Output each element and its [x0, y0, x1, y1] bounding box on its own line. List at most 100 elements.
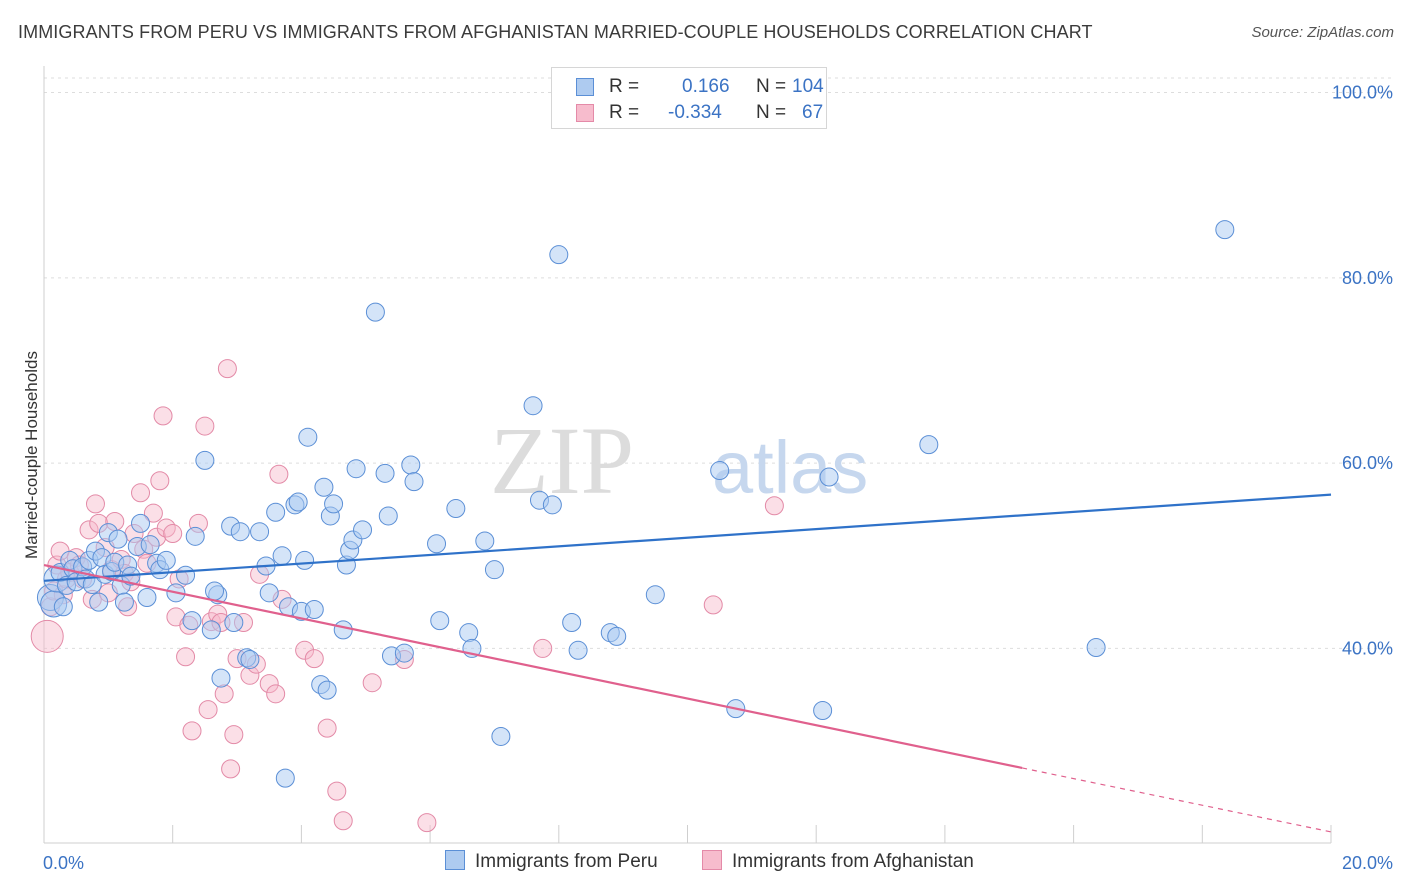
peru-point — [201, 620, 221, 640]
peru-point — [813, 701, 833, 721]
afghanistan-point — [217, 359, 237, 379]
peru-point — [710, 461, 730, 481]
bottom-legend-afghanistan: Immigrants from Afghanistan — [702, 850, 974, 873]
afghanistan-point — [266, 684, 286, 704]
peru-legend-swatch — [445, 850, 465, 870]
afghanistan-point — [703, 595, 723, 615]
peru-point — [1086, 638, 1106, 658]
peru-trend-line — [43, 493, 1332, 582]
peru-point — [137, 587, 157, 607]
legend-n-value-afghanistan: 67 — [802, 102, 824, 123]
watermark-zip: ZIP — [490, 407, 634, 514]
bottom-legend-peru: Immigrants from Peru — [445, 850, 658, 873]
afghanistan-legend-label: Immigrants from Afghanistan — [732, 851, 974, 872]
afghanistan-point — [79, 520, 99, 540]
peru-point — [205, 581, 225, 601]
peru-point — [288, 492, 308, 512]
legend-n-label: N = — [756, 102, 787, 123]
peru-points — [36, 220, 1235, 788]
peru-legend-label: Immigrants from Peru — [475, 851, 658, 872]
legend-r-value-afghanistan: -0.334 — [668, 102, 722, 123]
afghanistan-point — [221, 759, 241, 779]
peru-point — [266, 502, 286, 522]
peru-point — [568, 640, 588, 660]
afghanistan-legend-swatch — [702, 850, 722, 870]
peru-point — [394, 643, 414, 663]
afghanistan-point — [153, 406, 173, 426]
chart-title: IMMIGRANTS FROM PERU VS IMMIGRANTS FROM … — [18, 22, 1093, 42]
peru-swatch — [576, 78, 594, 96]
afghanistan-point — [764, 496, 784, 516]
afghanistan-point — [30, 619, 64, 653]
afghanistan-point — [182, 721, 202, 741]
peru-point — [156, 550, 176, 570]
peru-point — [317, 680, 337, 700]
peru-point — [491, 726, 511, 746]
x-tick-label: 0.0% — [43, 853, 84, 873]
legend-r-label: R = — [609, 76, 640, 97]
peru-point — [427, 534, 447, 554]
peru-point — [272, 546, 292, 566]
afghanistan-point — [333, 811, 353, 831]
axes — [43, 66, 1332, 844]
afghanistan-trend-line — [43, 563, 1023, 770]
peru-point — [365, 302, 385, 322]
watermark: ZIP atlas — [490, 407, 868, 514]
y-tick-label: 60.0% — [1342, 453, 1393, 473]
afghanistan-point — [131, 483, 151, 503]
peru-point — [562, 612, 582, 632]
tick-labels: 40.0% 60.0% 80.0% 100.0% 0.0% 20.0% — [43, 83, 1393, 873]
peru-point — [176, 565, 196, 585]
peru-point — [430, 611, 450, 631]
peru-point — [298, 427, 318, 447]
y-tick-label: 100.0% — [1332, 83, 1393, 103]
peru-point — [324, 494, 344, 514]
peru-point — [259, 583, 279, 603]
peru-point — [295, 550, 315, 570]
peru-point — [333, 620, 353, 640]
watermark-atlas: atlas — [712, 426, 868, 509]
afghanistan-point — [417, 813, 437, 833]
stats-legend: R = 0.166 N = 104 R = -0.334 N = 67 — [551, 67, 827, 129]
trend-lines — [43, 493, 1332, 833]
peru-point — [819, 467, 839, 487]
grid — [44, 77, 1395, 649]
afghanistan-point — [362, 673, 382, 693]
afghanistan-point — [198, 700, 218, 720]
afghanistan-point — [533, 638, 553, 658]
afghanistan-point — [143, 503, 163, 523]
afghanistan-point — [85, 494, 105, 514]
afghanistan-point — [214, 684, 234, 704]
afghanistan-point — [163, 524, 183, 544]
peru-point — [919, 435, 939, 455]
peru-point — [446, 499, 466, 519]
afghanistan-point — [295, 640, 315, 660]
peru-point — [140, 535, 160, 555]
peru-point — [195, 450, 215, 470]
afghanistan-point — [224, 725, 244, 745]
peru-point — [314, 477, 334, 497]
legend-n-value-peru: 104 — [792, 76, 824, 97]
legend-n-label: N = — [756, 76, 787, 97]
peru-point — [240, 650, 260, 670]
peru-point — [346, 459, 366, 479]
peru-point — [607, 626, 627, 646]
afghanistan-point — [327, 781, 347, 801]
peru-point — [523, 396, 543, 416]
afghanistan-point — [304, 649, 324, 669]
peru-point — [378, 506, 398, 526]
source-note: Source: ZipAtlas.com — [1251, 24, 1394, 41]
peru-point — [89, 592, 109, 612]
peru-point — [1215, 220, 1235, 240]
peru-point — [53, 597, 73, 617]
peru-point — [185, 526, 205, 546]
y-tick-label: 80.0% — [1342, 268, 1393, 288]
x-tick-label: 20.0% — [1342, 853, 1393, 873]
legend-r-label: R = — [609, 102, 640, 123]
peru-point — [114, 592, 134, 612]
peru-point — [304, 600, 324, 620]
afghanistan-point — [259, 674, 279, 694]
y-axis-label: Married-couple Households — [22, 351, 41, 559]
peru-point — [404, 472, 424, 492]
